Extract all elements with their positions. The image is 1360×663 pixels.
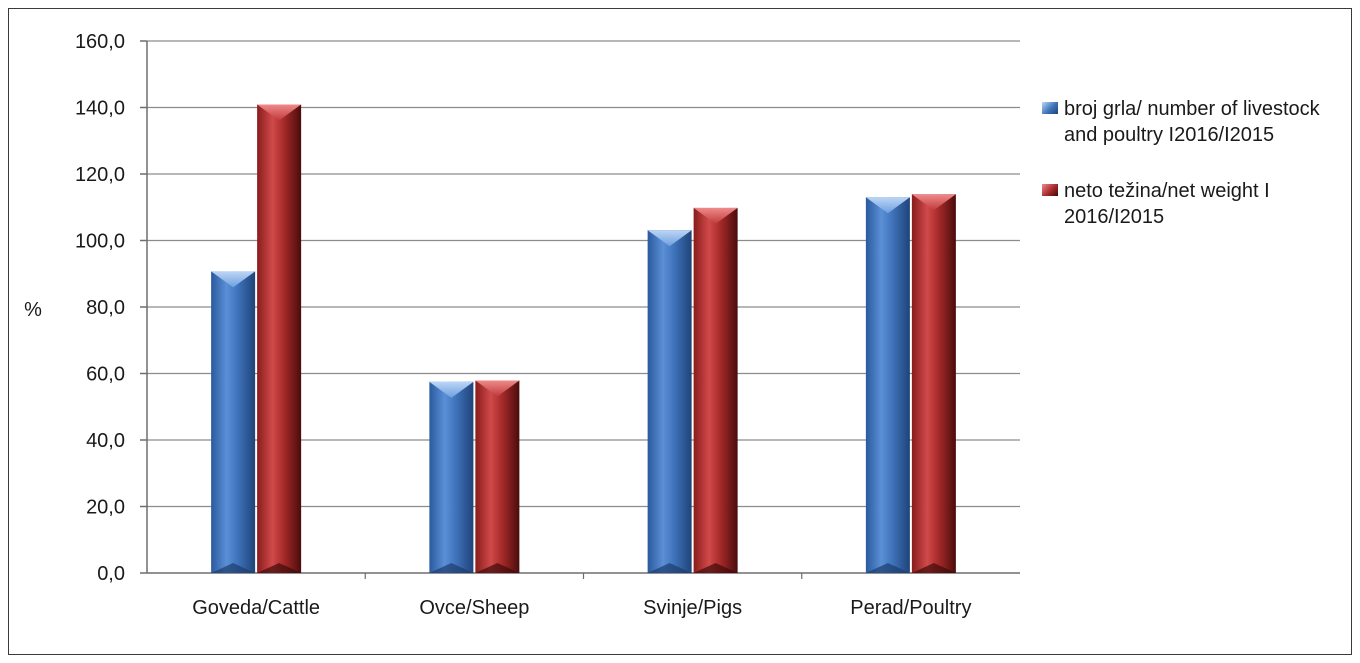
- bar-body: [429, 381, 474, 573]
- bar-bevel-bottom: [865, 563, 910, 573]
- bar: [911, 194, 956, 573]
- bar: [257, 104, 302, 573]
- legend-swatch: [1042, 102, 1058, 114]
- legend-item: neto težina/net weight I 2016/I2015: [1042, 178, 1342, 230]
- bar-body: [475, 380, 520, 573]
- x-tick-label: Ovce/Sheep: [419, 597, 529, 619]
- bar: [429, 381, 474, 573]
- bar-body: [911, 194, 956, 573]
- legend-swatch: [1042, 184, 1058, 196]
- bar-bevel-top: [475, 380, 520, 397]
- bar: [211, 271, 256, 573]
- y-tick-label: 160,0: [75, 31, 125, 53]
- bar: [647, 230, 692, 573]
- bar-body: [211, 271, 256, 573]
- bar: [865, 197, 910, 573]
- bar-bevel-top: [257, 104, 302, 121]
- bar-bevel-top: [211, 271, 256, 288]
- bar-body: [647, 230, 692, 573]
- bar-bevel-top: [429, 381, 474, 398]
- bar-bevel-top: [693, 207, 738, 224]
- bar-body: [865, 197, 910, 573]
- bars: [211, 104, 956, 574]
- y-tick-label: 40,0: [86, 430, 125, 452]
- legend-label: broj grla/ number of livestock and poult…: [1064, 98, 1320, 146]
- bar: [475, 380, 520, 573]
- x-tick-label: Goveda/Cattle: [192, 597, 320, 619]
- x-tick-label: Svinje/Pigs: [643, 597, 742, 619]
- y-tick-label: 140,0: [75, 98, 125, 120]
- bar-bevel-bottom: [257, 563, 302, 573]
- bar: [693, 207, 738, 574]
- bar-bevel-top: [647, 230, 692, 247]
- legend: broj grla/ number of livestock and poult…: [1042, 96, 1342, 260]
- y-axis-title: %: [24, 299, 42, 321]
- bar-bevel-top: [865, 197, 910, 214]
- y-tick-label: 120,0: [75, 164, 125, 186]
- tick-labels: 0,0 20,0 40,0 60,0 80,0 100,0 120,0 140,0 160,0 G…: [75, 31, 972, 619]
- bar-bevel-bottom: [211, 563, 256, 573]
- legend-item: broj grla/ number of livestock and poult…: [1042, 96, 1342, 148]
- bar-bevel-bottom: [429, 563, 474, 573]
- y-tick-label: 80,0: [86, 297, 125, 319]
- bar-bevel-bottom: [475, 563, 520, 573]
- y-tick-label: 100,0: [75, 231, 125, 253]
- y-tick-label: 0,0: [97, 563, 125, 585]
- bar-bevel-bottom: [647, 563, 692, 573]
- y-tick-label: 60,0: [86, 364, 125, 386]
- bar-body: [693, 207, 738, 574]
- bar-body: [257, 104, 302, 573]
- bar-bevel-bottom: [693, 563, 738, 573]
- legend-label: neto težina/net weight I 2016/I2015: [1064, 180, 1270, 228]
- bar-bevel-top: [911, 194, 956, 211]
- x-tick-label: Perad/Poultry: [850, 597, 971, 619]
- y-tick-label: 20,0: [86, 497, 125, 519]
- bar-bevel-bottom: [911, 563, 956, 573]
